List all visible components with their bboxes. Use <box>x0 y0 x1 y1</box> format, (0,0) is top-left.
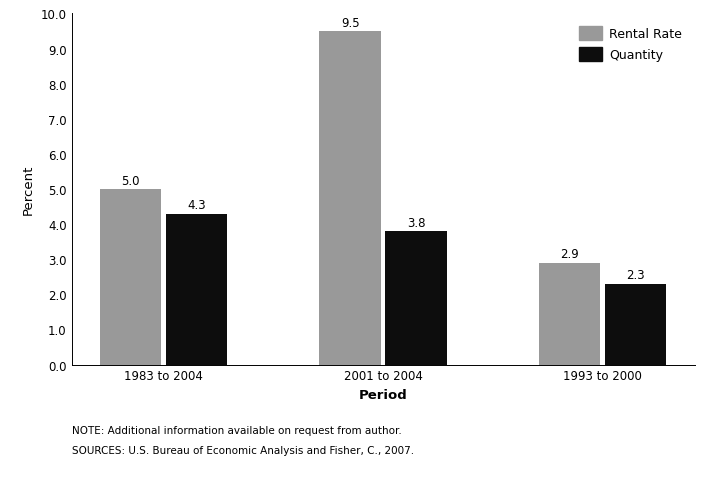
Text: 4.3: 4.3 <box>187 199 205 212</box>
Bar <box>166 214 227 365</box>
Text: 5.0: 5.0 <box>122 174 140 187</box>
Y-axis label: Percent: Percent <box>22 165 35 215</box>
Text: 2.9: 2.9 <box>560 248 579 261</box>
X-axis label: Period: Period <box>359 388 407 401</box>
Bar <box>385 232 447 365</box>
Text: SOURCES: U.S. Bureau of Economic Analysis and Fisher, C., 2007.: SOURCES: U.S. Bureau of Economic Analysi… <box>72 445 414 456</box>
Bar <box>605 284 666 365</box>
Legend: Rental Rate, Quantity: Rental Rate, Quantity <box>573 21 688 68</box>
Text: 2.3: 2.3 <box>626 269 645 282</box>
Text: 9.5: 9.5 <box>341 16 359 29</box>
Text: NOTE: Additional information available on request from author.: NOTE: Additional information available o… <box>72 425 402 435</box>
Bar <box>539 263 600 365</box>
Text: 3.8: 3.8 <box>407 216 425 229</box>
Bar <box>319 32 381 365</box>
Bar <box>100 190 161 365</box>
